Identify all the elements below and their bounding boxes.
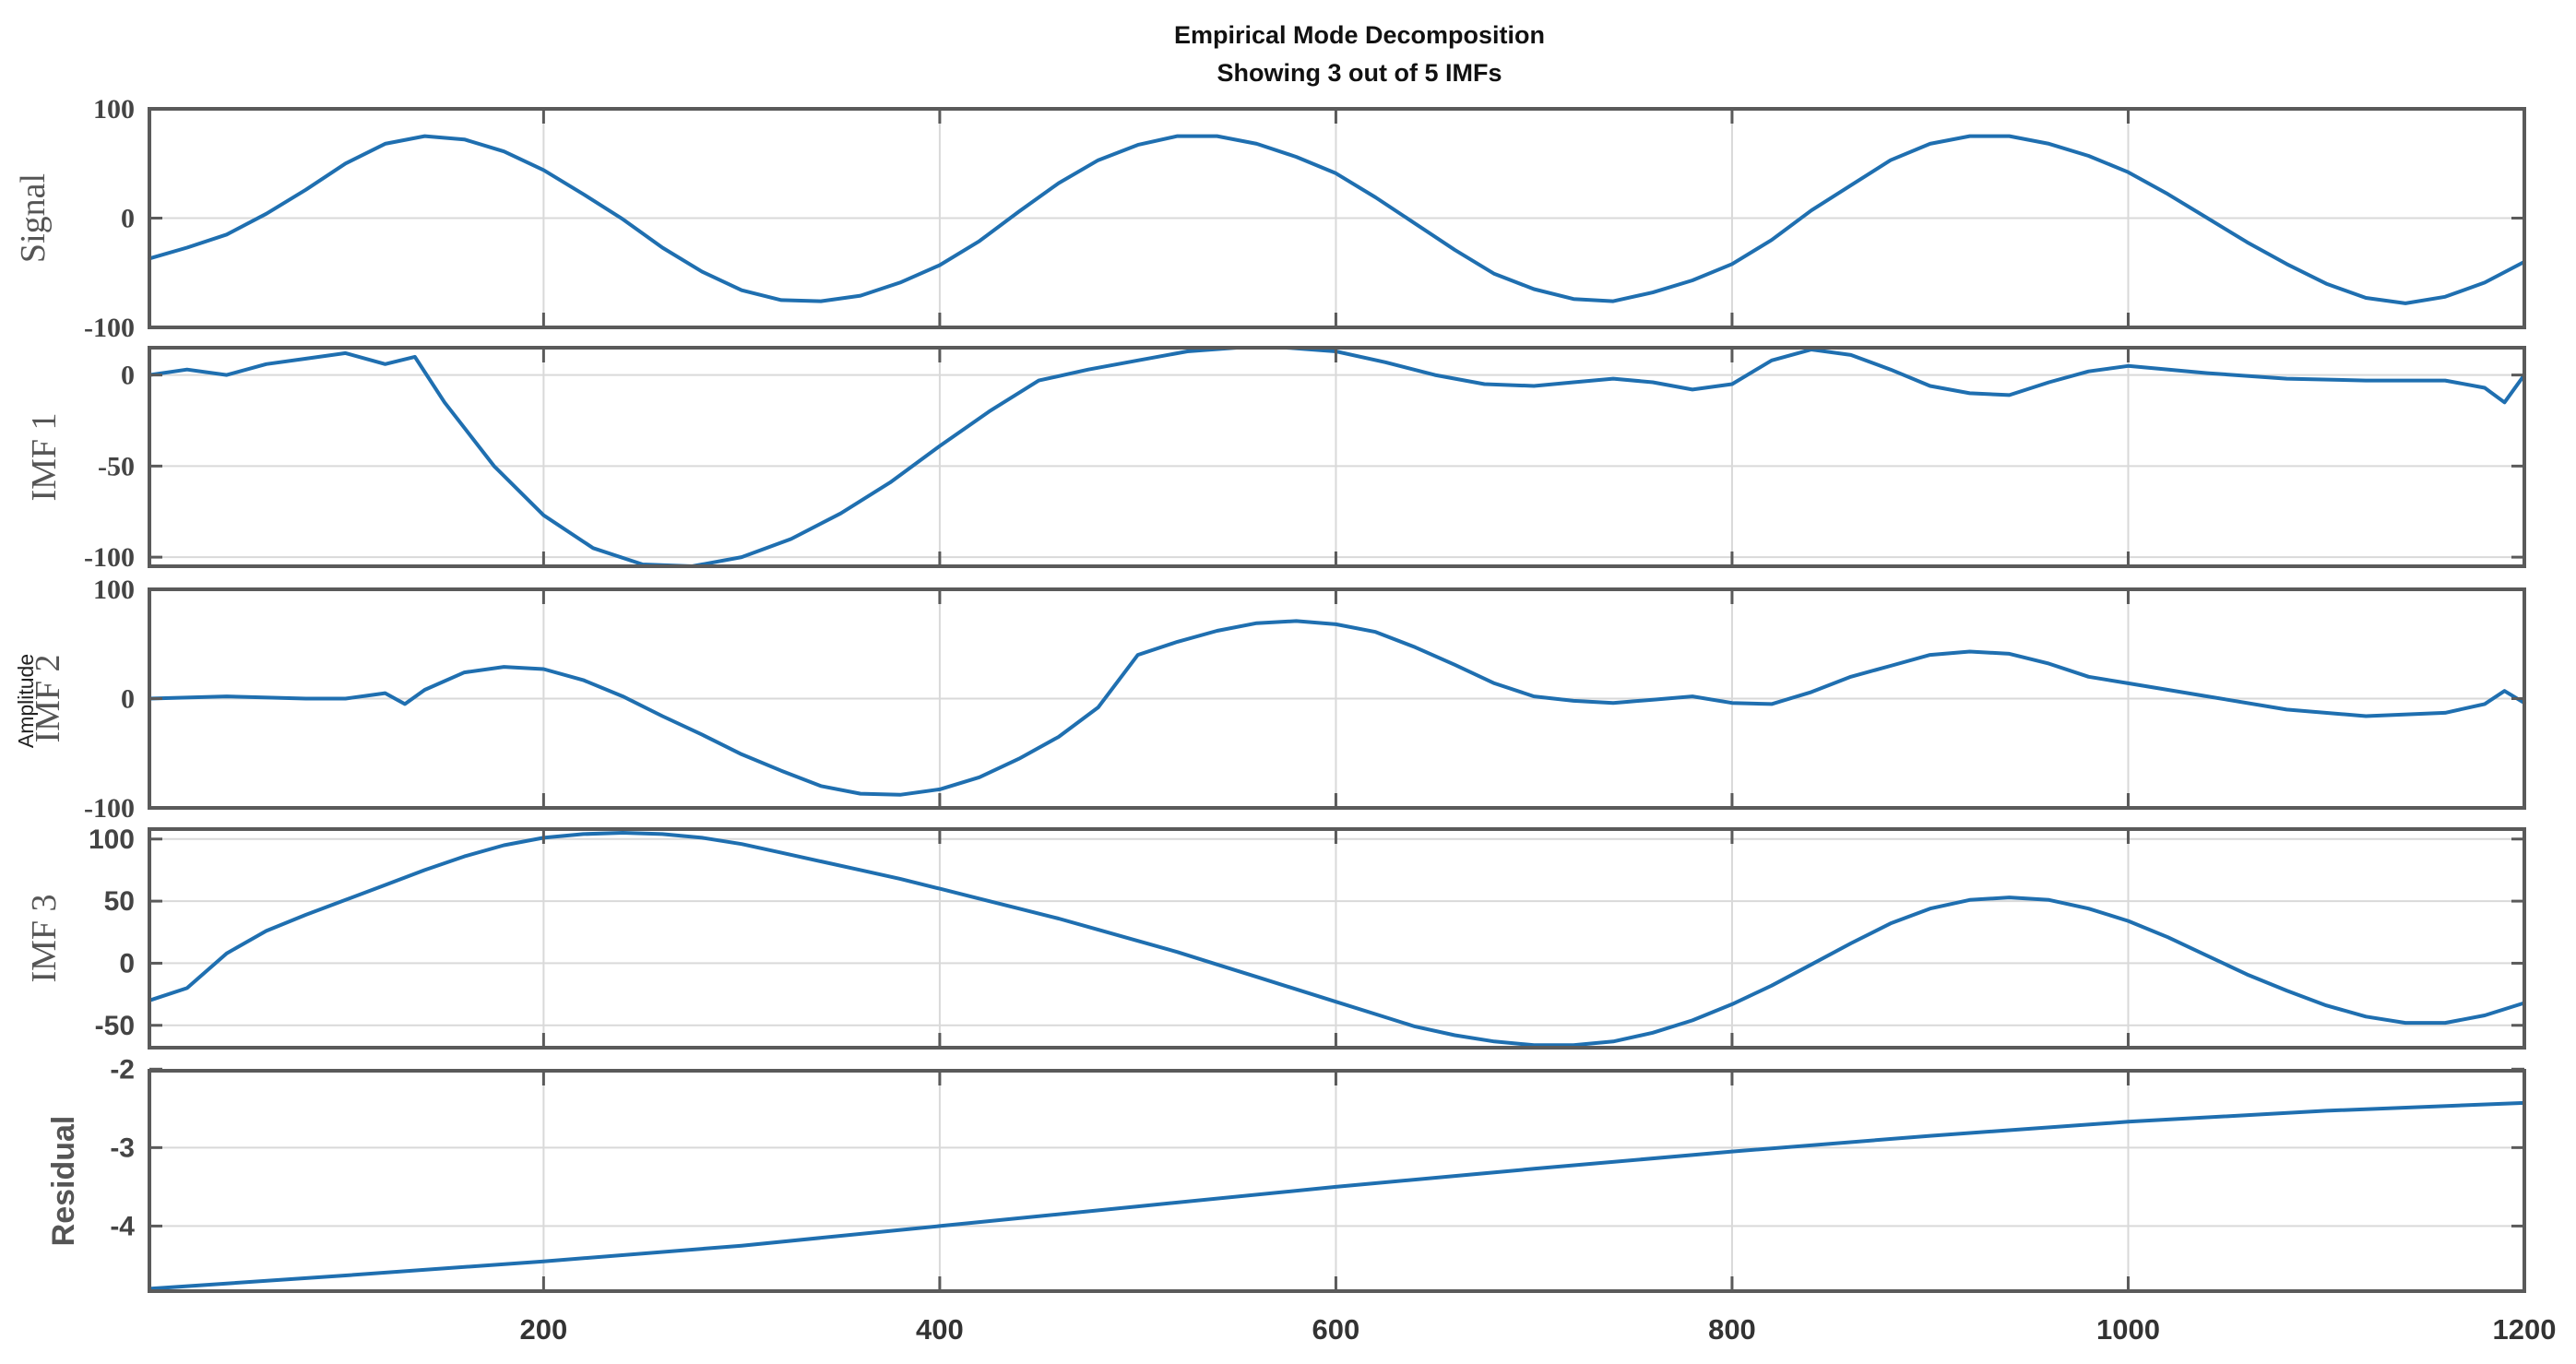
- x-tick-label: 1200: [2493, 1313, 2557, 1346]
- y-tick-label: 0: [121, 204, 135, 234]
- y-tick-label: -2: [110, 1054, 135, 1085]
- panel-frame: [148, 346, 2526, 568]
- y-tick-label: -3: [110, 1133, 135, 1163]
- x-tick-label: 400: [916, 1313, 964, 1346]
- panels: -100 0 100 Signal -100 -50 0 IMF 1 -100 0 100 IMF 2…: [14, 94, 2556, 1346]
- chart-subtitle: Showing 3 out of 5 IMFs: [1217, 59, 1502, 87]
- y-tick-label: 0: [121, 684, 135, 715]
- panel-signal: -100 0 100 Signal: [14, 94, 2526, 343]
- series-line-imf-3: [148, 831, 2526, 1048]
- series-line-imf-1: [148, 346, 2526, 568]
- panel-ylabel-signal: Signal: [14, 173, 53, 263]
- panel-residual: -4 -3 -2 Residual: [46, 1054, 2526, 1293]
- y-tick-label: -100: [84, 793, 135, 824]
- panel-ylabel-imf-1: IMF 1: [25, 412, 64, 501]
- x-tick-label: 800: [1708, 1313, 1756, 1346]
- x-tick-label: 1000: [2096, 1313, 2160, 1346]
- series-line-imf-2: [148, 619, 2526, 797]
- y-tick-label: -50: [98, 451, 135, 481]
- panel-ylabel-imf-3: IMF 3: [25, 894, 64, 982]
- panel-frame: [148, 1069, 2526, 1293]
- series-line-signal: [148, 134, 2526, 305]
- x-tick-label: 200: [520, 1313, 568, 1346]
- series-line-residual: [148, 1100, 2526, 1291]
- x-tick-label: 600: [1312, 1313, 1360, 1346]
- y-tick-label: 0: [121, 361, 135, 391]
- panel-ylabel-residual: Residual: [46, 1116, 81, 1247]
- y-tick-label: 100: [93, 575, 135, 605]
- shared-y-axis-label: Amplitude: [14, 654, 38, 748]
- y-tick-label: 100: [89, 824, 135, 855]
- y-tick-label: -100: [84, 542, 135, 573]
- chart-title: Empirical Mode Decomposition: [1174, 21, 1545, 49]
- y-tick-label: 100: [93, 94, 135, 125]
- panel-imf-3: -50 0 50 100 IMF 3: [25, 824, 2526, 1050]
- panel-ylabel-imf-2: IMF 2: [29, 654, 67, 742]
- y-tick-label: 50: [104, 886, 135, 917]
- panel-imf-2: -100 0 100 IMF 2: [29, 575, 2526, 824]
- y-tick-label: -50: [95, 1011, 135, 1041]
- y-tick-label: 0: [119, 948, 135, 979]
- panel-imf-1: -100 -50 0 IMF 1: [25, 346, 2526, 573]
- y-tick-label: -4: [110, 1211, 135, 1241]
- y-tick-label: -100: [84, 313, 135, 343]
